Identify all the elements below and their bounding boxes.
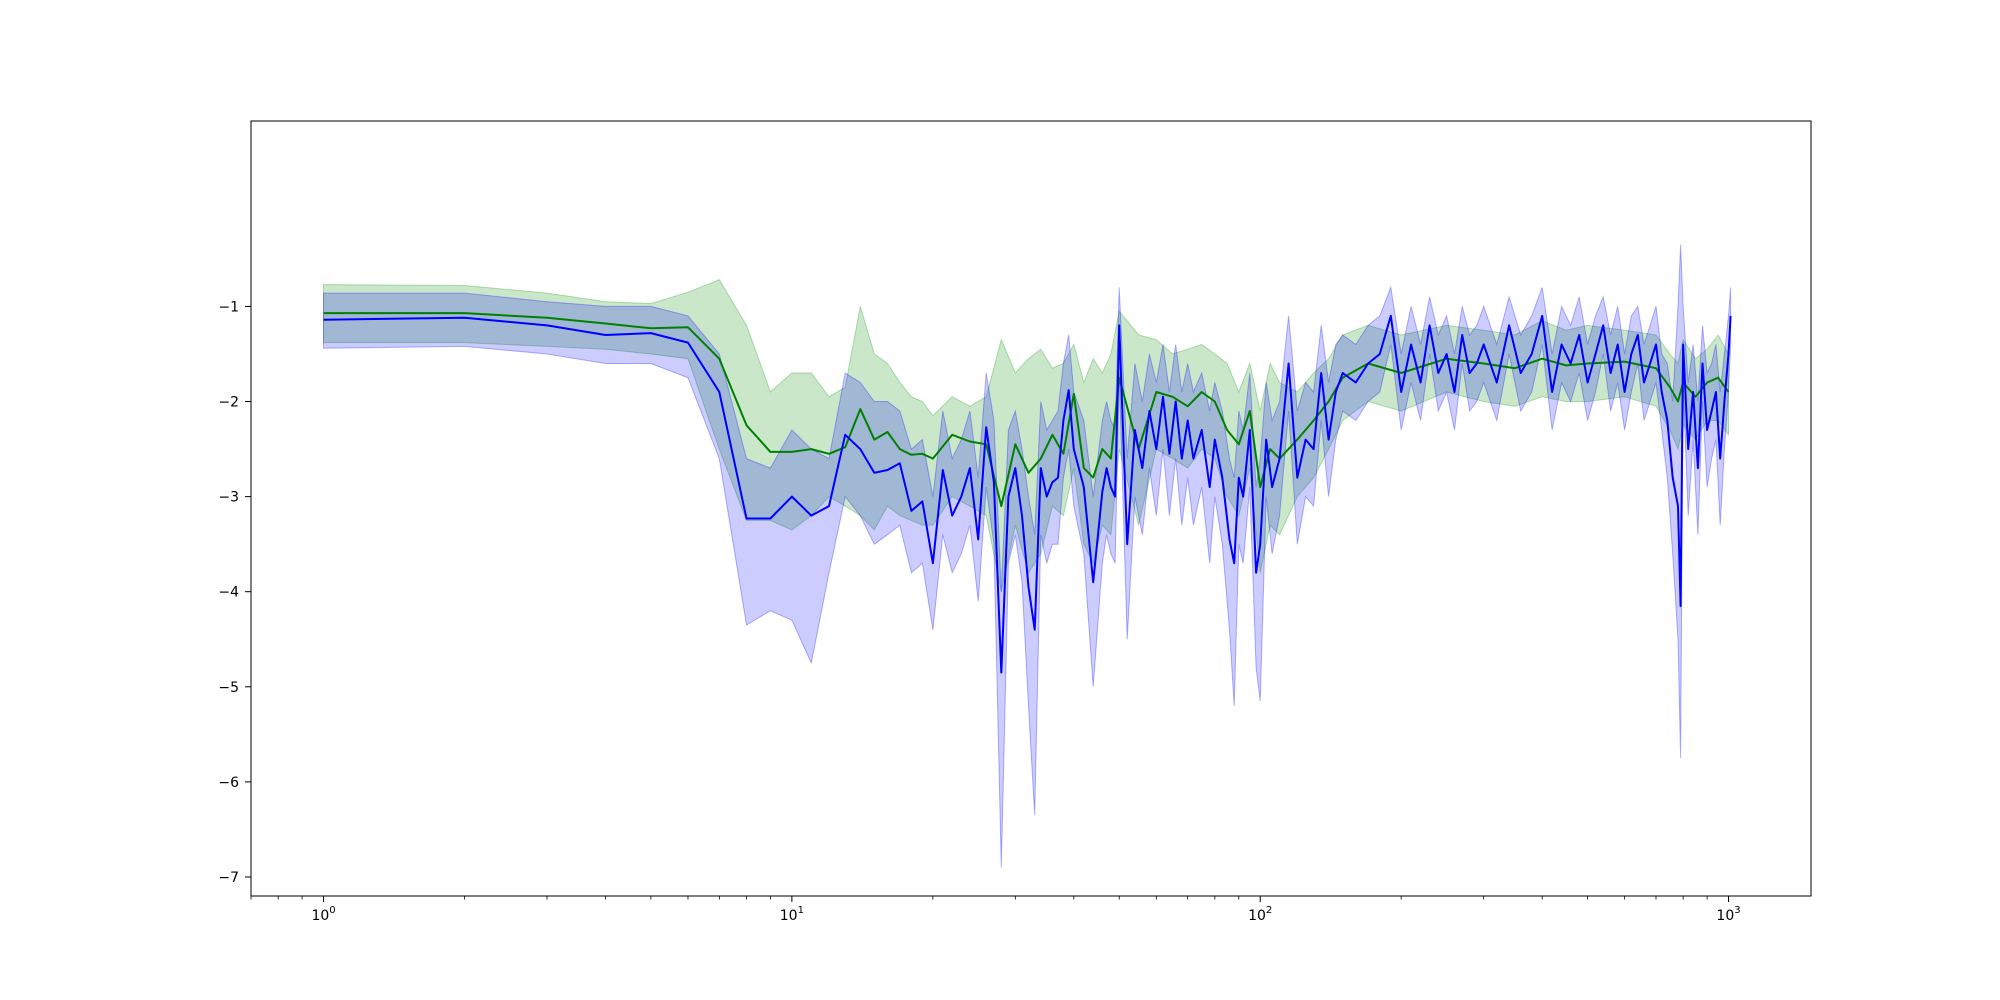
- x-axis: 100 101 102 103: [250, 896, 1741, 924]
- series-0-line: [323, 312, 1730, 508]
- y-tick-label: −5: [218, 680, 239, 696]
- y-tick-label: −6: [218, 775, 239, 791]
- confidence-bands: [323, 244, 1732, 868]
- y-axis: −1 −2 −3 −4 −5 −6 −7: [218, 299, 251, 886]
- plot-frame: [250, 120, 1812, 897]
- y-tick-label: −7: [218, 870, 239, 886]
- series-lines: [323, 312, 1732, 674]
- series-1-band: [323, 244, 1732, 868]
- x-tick-label: 101: [780, 905, 804, 924]
- x-tick-label: 103: [1716, 905, 1740, 924]
- y-tick-label: −2: [218, 395, 239, 411]
- x-tick-label: 102: [1248, 905, 1272, 924]
- series-1-line: [323, 314, 1732, 674]
- y-tick-label: −4: [218, 585, 239, 601]
- x-tick-label: 100: [311, 905, 335, 924]
- y-tick-label: −3: [218, 490, 239, 506]
- y-tick-label: −1: [218, 299, 239, 315]
